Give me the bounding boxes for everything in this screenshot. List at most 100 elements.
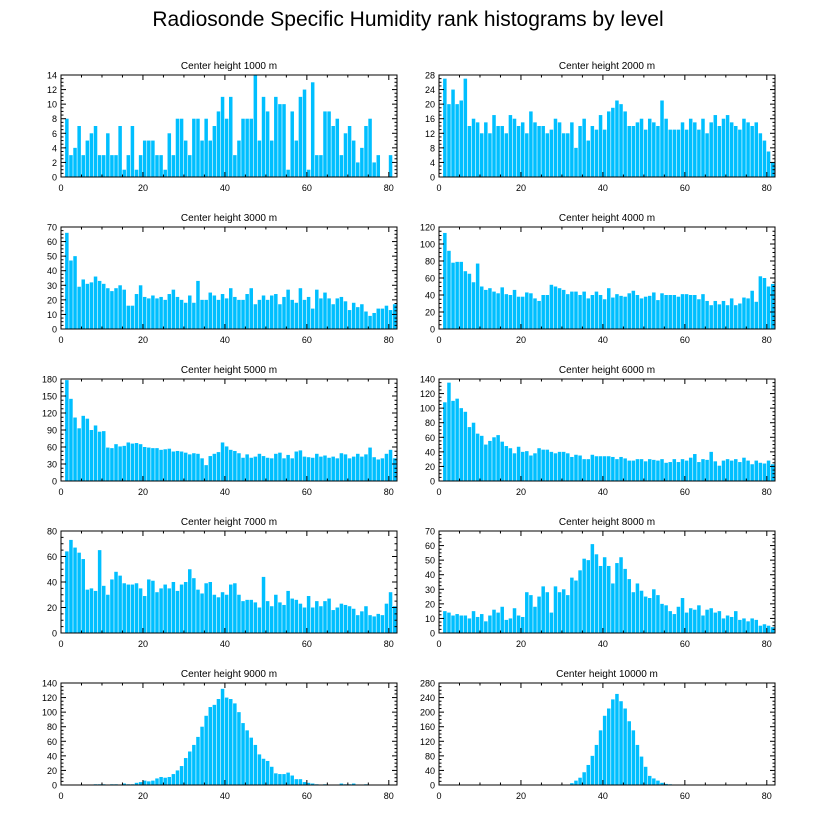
histogram-bar xyxy=(220,442,225,481)
histogram-bar xyxy=(627,460,631,481)
histogram-bar xyxy=(241,457,245,481)
histogram-bar xyxy=(525,292,529,329)
y-tick-label: 70 xyxy=(47,223,57,233)
histogram-bar xyxy=(512,608,517,633)
histogram-bar xyxy=(631,460,636,481)
histogram-bar xyxy=(582,459,586,481)
histogram-bar xyxy=(237,140,241,177)
histogram-bar xyxy=(475,433,480,481)
y-tick-label: 140 xyxy=(420,375,435,385)
histogram-bar xyxy=(742,297,746,329)
histogram-bar xyxy=(110,579,114,633)
histogram-bar xyxy=(278,304,282,329)
histogram-bar xyxy=(668,611,672,633)
histogram-bar xyxy=(729,298,734,329)
y-tick-label: 14 xyxy=(47,71,57,81)
histogram-bar xyxy=(688,608,693,633)
histogram-bar xyxy=(701,615,705,633)
histogram-bar xyxy=(257,453,262,481)
histogram-bar xyxy=(147,298,151,329)
histogram-bar xyxy=(392,606,397,633)
histogram-bar xyxy=(443,232,447,329)
histogram-bar xyxy=(77,286,81,329)
histogram-bar xyxy=(574,454,578,481)
histogram-bar xyxy=(492,291,496,329)
histogram-bar xyxy=(668,129,672,177)
histogram-bar xyxy=(110,291,114,329)
histogram-bar xyxy=(331,610,335,633)
histogram-bar xyxy=(233,296,237,329)
histogram-bar xyxy=(171,774,176,785)
histogram-bar xyxy=(561,133,566,177)
histogram-bar xyxy=(541,126,545,177)
histogram-bar xyxy=(384,603,389,633)
histogram-bar xyxy=(615,563,619,633)
histogram-bar xyxy=(302,89,307,177)
histogram-bar xyxy=(639,118,644,177)
histogram-bar xyxy=(705,459,709,481)
histogram-bar xyxy=(525,592,529,633)
histogram-bar xyxy=(467,618,472,633)
histogram-bar xyxy=(269,140,274,177)
y-tick-label: 20 xyxy=(425,100,435,110)
histogram-bar xyxy=(220,688,225,785)
y-tick-label: 40 xyxy=(425,570,435,580)
histogram-bar xyxy=(167,294,172,329)
histogram-bar xyxy=(327,598,331,633)
histogram-bar xyxy=(265,299,270,329)
histogram-bar xyxy=(660,782,664,785)
histogram-bar xyxy=(388,310,393,329)
histogram-bar xyxy=(479,435,484,481)
histogram-bar xyxy=(265,601,270,634)
histogram-bar xyxy=(249,599,253,633)
x-tick-label: 40 xyxy=(220,791,230,801)
x-tick-label: 40 xyxy=(598,639,608,649)
histogram-bar xyxy=(73,417,77,481)
histogram-bar xyxy=(130,443,135,481)
histogram-bar xyxy=(261,96,266,177)
histogram-bar xyxy=(339,603,344,633)
histogram-bar xyxy=(496,293,500,329)
histogram-bar xyxy=(721,118,726,177)
histogram-bar xyxy=(652,459,656,481)
histogram-bar xyxy=(729,460,734,481)
histogram-bar xyxy=(233,703,237,785)
histogram-bar xyxy=(265,760,270,785)
histogram-bar xyxy=(459,100,463,177)
histogram-bar xyxy=(101,431,106,481)
histogram-bar xyxy=(380,615,385,633)
histogram-bar xyxy=(647,118,652,177)
y-tick-label: 16 xyxy=(425,114,435,124)
histogram-bar xyxy=(343,604,348,633)
histogram-bar xyxy=(615,294,619,329)
histogram-bar xyxy=(504,446,509,481)
histogram-bar xyxy=(142,596,147,633)
histogram-bar xyxy=(85,283,90,329)
histogram-bar xyxy=(261,456,266,481)
histogram-bar xyxy=(81,415,85,481)
histogram-bar xyxy=(257,754,262,785)
x-tick-label: 80 xyxy=(762,487,772,497)
histogram-bar xyxy=(274,453,278,481)
histogram-bar xyxy=(488,615,492,633)
histogram-bar xyxy=(746,298,750,329)
histogram-bar xyxy=(323,111,327,177)
y-tick-label: 200 xyxy=(420,708,435,718)
histogram-bar xyxy=(327,457,331,481)
histogram-bar xyxy=(746,460,750,481)
histogram-bar xyxy=(643,461,648,481)
histogram-bar xyxy=(680,459,685,481)
histogram-bar xyxy=(302,607,307,633)
histogram-bar xyxy=(443,402,447,481)
histogram-bar xyxy=(672,295,677,329)
histogram-bar xyxy=(93,590,98,633)
histogram-bar xyxy=(298,96,303,177)
histogram-bar xyxy=(607,111,611,177)
panel-8: Center height 8000 m 0 10 20 30 40 50 60 70 0 20 40… xyxy=(425,517,776,649)
histogram-bar xyxy=(69,539,73,633)
panel-9: Center height 9000 m 0 20 40 60 80 100 120 140 0 2… xyxy=(42,669,398,801)
histogram-bar xyxy=(253,456,258,481)
histogram-bar xyxy=(245,730,249,785)
histogram-bar xyxy=(208,582,213,633)
histogram-bar xyxy=(237,453,241,481)
